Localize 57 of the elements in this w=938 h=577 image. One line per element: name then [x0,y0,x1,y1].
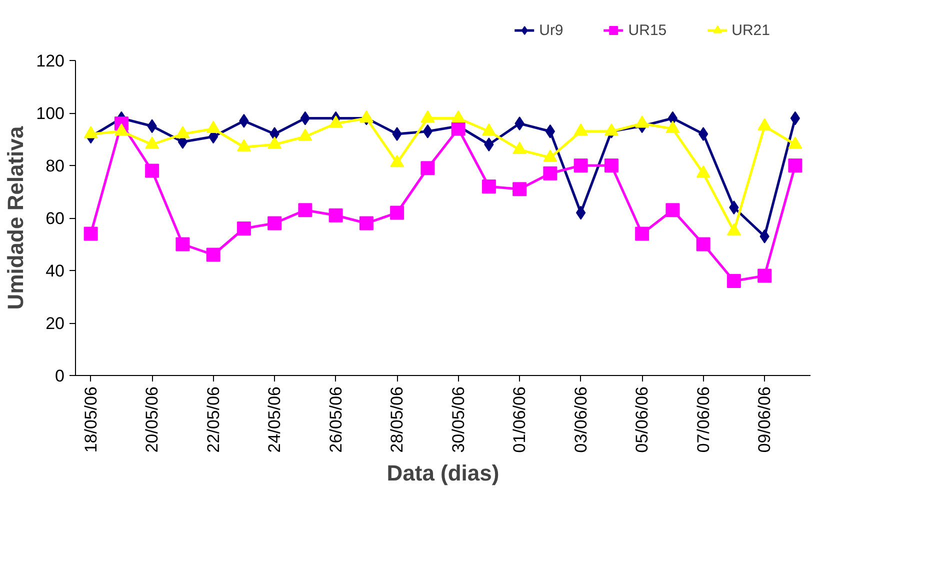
point [359,216,374,230]
legend-label: UR21 [732,22,770,38]
point [390,206,404,220]
y-axis-title: Umidade Relativa [3,126,28,310]
point [788,158,802,172]
point [729,200,739,214]
x-tick-label: 30/05/06 [448,386,468,453]
legend-label: UR15 [628,22,667,38]
y-tick-label: 60 [46,209,65,228]
point [206,248,220,262]
point [790,111,800,126]
point [726,274,741,288]
point [298,203,312,218]
point [420,161,435,176]
point [574,158,588,172]
point [422,124,433,138]
legend-label: Ur9 [539,22,564,38]
point [604,158,618,172]
point [84,226,98,241]
point [484,138,494,152]
point [545,124,556,138]
x-tick-label: 03/06/06 [571,386,590,453]
point [451,122,466,136]
x-tick-label: 18/05/06 [81,386,100,453]
x-tick-label: 20/05/06 [142,386,162,453]
x-tick-label: 07/06/06 [694,386,713,453]
point [176,237,190,252]
point [698,127,708,141]
y-tick-label: 120 [36,52,65,70]
point [512,182,527,196]
x-tick-label: 05/06/06 [632,386,652,453]
point [300,111,310,126]
point [482,180,496,194]
y-tick-label: 100 [36,104,65,123]
point [268,216,282,230]
point [392,127,402,141]
point [145,164,160,178]
point [328,208,343,222]
point [236,222,251,236]
point [696,237,710,252]
x-tick-label: 28/05/06 [388,386,407,453]
point [543,166,558,180]
x-tick-label: 22/05/06 [204,386,223,453]
x-tick-label: 01/06/06 [510,386,530,453]
x-tick-label: 26/05/06 [326,386,346,453]
point [635,226,650,241]
y-tick-label: 40 [46,262,65,280]
point [758,268,772,283]
point [514,116,524,130]
y-tick-label: 20 [46,314,65,333]
x-tick-label: 09/06/06 [755,386,774,453]
point [576,206,586,220]
x-tick-label: 24/05/06 [265,386,284,453]
y-tick-label: 80 [46,156,65,176]
point [666,203,680,218]
x-axis-title: Data (dias) [386,460,500,486]
y-tick-label: 0 [55,366,65,386]
